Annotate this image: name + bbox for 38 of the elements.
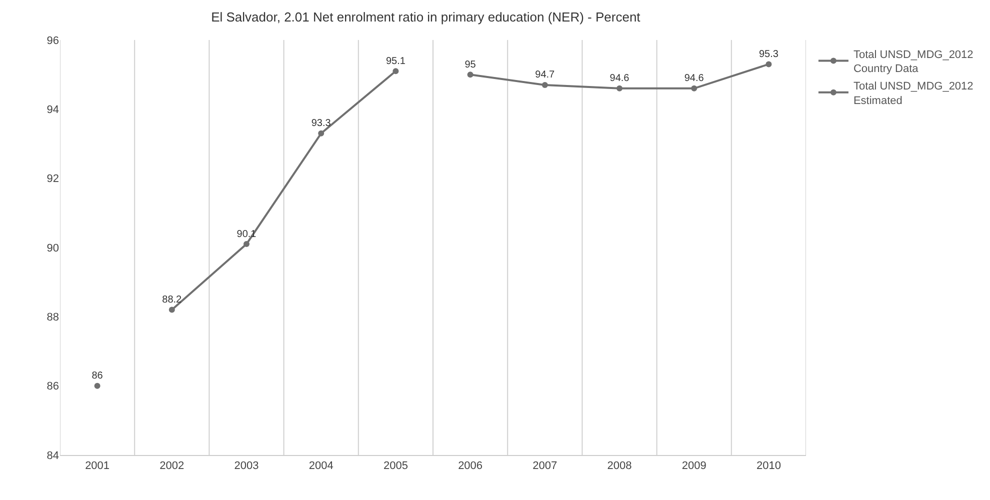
- y-tick-label: 90: [46, 242, 59, 254]
- data-label: 94.6: [610, 73, 630, 84]
- point: [392, 68, 399, 74]
- point: [616, 85, 622, 92]
- x-tick-label: 2009: [682, 460, 706, 472]
- data-label: 94.6: [684, 73, 704, 84]
- point: [691, 85, 698, 92]
- y-tick-label: 94: [46, 104, 59, 116]
- x-tick-label: 2010: [756, 460, 781, 472]
- x-tick-label: 2003: [234, 460, 259, 472]
- point: [542, 82, 548, 88]
- data-label: 88.2: [162, 294, 182, 306]
- legend-label: Total UNSD_MDG_2012 Country Data: [853, 48, 974, 76]
- data-label: 93.3: [311, 118, 332, 130]
- y-tick-label: 96: [46, 34, 59, 47]
- chart-title: El Salvador, 2.01 Net enrolment ratio in primary education (NER) - Percent: [211, 10, 641, 25]
- data-label: 86: [92, 370, 104, 382]
- data-label: 94.7: [535, 70, 556, 81]
- x-tick-label: 2005: [383, 460, 408, 472]
- legend-label: Total UNSD_MDG_2012 Estimated: [853, 80, 974, 107]
- data-label: 95.3: [758, 48, 779, 60]
- point: [318, 130, 324, 136]
- data-label: 95: [464, 59, 476, 70]
- y-tick-label: 88: [46, 312, 59, 324]
- point: [244, 241, 250, 248]
- data-label: 95.1: [386, 56, 406, 67]
- point: [168, 306, 175, 313]
- x-tick-label: 2004: [308, 460, 334, 472]
- x-tick-label: 2002: [160, 460, 184, 472]
- y-tick-label: 86: [46, 380, 59, 393]
- point: [467, 72, 474, 78]
- x-tick-label: 2007: [532, 460, 558, 472]
- y-tick-label: 92: [46, 173, 59, 186]
- point: [766, 61, 772, 68]
- x-tick-label: 2006: [458, 460, 483, 472]
- x-tick-label: 2008: [607, 460, 632, 472]
- y-tick-label: 84: [46, 450, 59, 462]
- x-tick-label: 2001: [85, 460, 110, 472]
